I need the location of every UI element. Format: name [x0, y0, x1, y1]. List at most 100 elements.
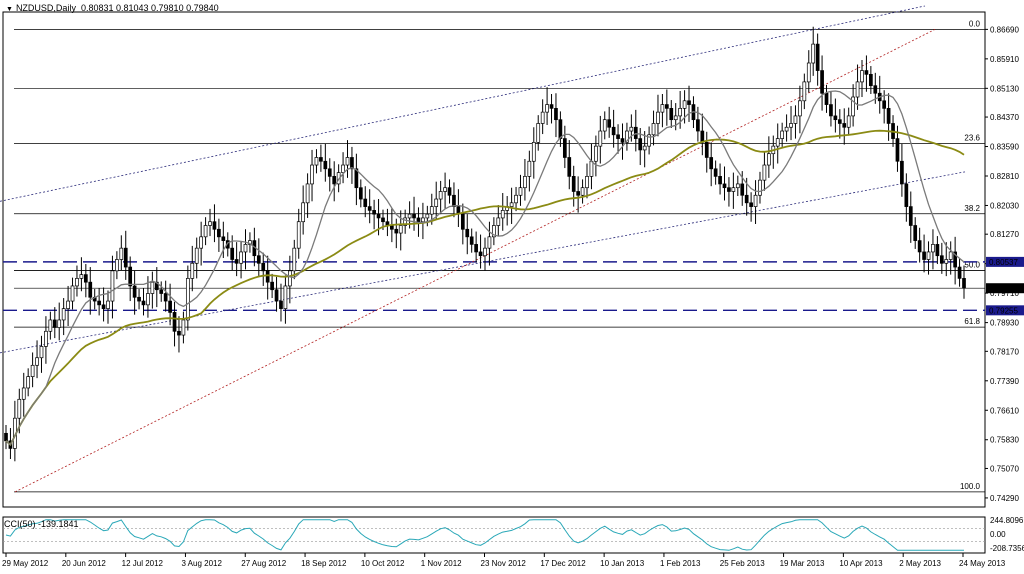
- candle-body: [97, 300, 101, 306]
- candle-body: [4, 432, 8, 442]
- candle-body: [833, 115, 838, 121]
- candle-body: [137, 296, 141, 302]
- fast-moving-average-line: [5, 90, 965, 446]
- candle-body: [314, 157, 319, 166]
- candle-body: [638, 138, 643, 151]
- candle-body: [642, 145, 647, 151]
- candle-body: [460, 213, 465, 230]
- date-tick-label: 24 May 2013: [959, 559, 1006, 568]
- candle-body: [123, 247, 128, 268]
- candle-body: [265, 270, 270, 283]
- candle-body: [350, 157, 354, 170]
- candle-body: [163, 293, 168, 302]
- candle-body: [509, 202, 514, 207]
- candle-body: [21, 387, 26, 400]
- candle-body: [620, 138, 625, 143]
- candle-body: [602, 119, 607, 132]
- collapse-arrow-icon[interactable]: ▼: [6, 6, 13, 13]
- candle-body: [545, 104, 549, 113]
- candle-body: [660, 104, 665, 113]
- price-tag-label: 0.79840: [989, 284, 1018, 293]
- candle-body: [935, 244, 940, 257]
- candle-body: [664, 104, 669, 109]
- candle-body: [44, 330, 48, 347]
- trend-channel-line-0: [0, 5, 926, 202]
- candle-body: [607, 119, 612, 128]
- candle-body: [75, 278, 79, 287]
- candle-body: [598, 130, 603, 147]
- date-tick-label: 27 Aug 2012: [241, 559, 286, 568]
- slow-moving-average-line: [5, 129, 965, 447]
- candle-body: [775, 138, 780, 147]
- candle-body: [438, 191, 443, 200]
- candle-body: [806, 62, 811, 83]
- candle-body: [531, 142, 536, 162]
- price-tick-label: 0.84370: [990, 113, 1019, 122]
- candle-body: [895, 138, 900, 162]
- date-tick-label: 10 Apr 2013: [839, 559, 883, 568]
- candle-body: [842, 123, 847, 128]
- candle-body: [740, 183, 745, 196]
- price-tick-label: 0.82810: [990, 172, 1019, 181]
- candle-body: [128, 266, 133, 287]
- price-tick-label: 0.85910: [990, 55, 1019, 64]
- candle-body: [465, 228, 470, 238]
- candle-body: [585, 176, 589, 189]
- price-tag-label: 0.80537: [989, 258, 1018, 267]
- candle-body: [429, 206, 434, 215]
- candle-body: [589, 160, 594, 177]
- fib-label-50.0: 50.0: [964, 260, 980, 269]
- price-tag-box: [986, 283, 1024, 294]
- date-tick-label: 25 Feb 2013: [720, 559, 765, 568]
- candle-body: [243, 244, 248, 253]
- candle-body: [115, 259, 119, 272]
- candle-body: [390, 225, 394, 230]
- fib-label-0.0: 0.0: [969, 19, 981, 28]
- price-tick-label: 0.82030: [990, 201, 1019, 210]
- candle-body: [922, 251, 926, 260]
- candle-body: [953, 251, 957, 268]
- candle-body: [83, 274, 88, 283]
- price-tick-label: 0.76610: [990, 406, 1019, 415]
- candle-body: [221, 236, 226, 241]
- candle-body: [673, 115, 678, 121]
- candle-body: [168, 300, 172, 313]
- candle-body: [558, 119, 563, 139]
- candle-body: [860, 70, 864, 83]
- price-tick-label: 0.75830: [990, 436, 1019, 445]
- candle-body: [208, 221, 212, 226]
- candle-body: [869, 73, 873, 87]
- date-tick-label: 10 Oct 2012: [361, 559, 405, 568]
- candle-body: [678, 108, 682, 117]
- candle-body: [159, 289, 164, 294]
- candle-body: [540, 111, 545, 124]
- candle-body: [882, 100, 887, 109]
- candle-body: [177, 330, 181, 336]
- price-tick-label: 0.79710: [990, 289, 1019, 298]
- candle-body: [443, 187, 447, 192]
- cci-line: [5, 519, 964, 551]
- candle-body: [35, 357, 39, 366]
- candle-body: [185, 278, 190, 321]
- candle-body: [376, 213, 381, 219]
- date-tick-label: 23 Nov 2012: [481, 559, 527, 568]
- candle-body: [474, 244, 478, 253]
- candle-body: [518, 187, 523, 196]
- candle-body: [132, 285, 137, 298]
- candle-body: [820, 70, 824, 94]
- symbol-label: NZDUSD,Daily: [15, 3, 76, 13]
- candle-body: [310, 164, 314, 185]
- candle-body: [744, 194, 749, 204]
- candle-body: [696, 119, 700, 132]
- candle-body: [88, 281, 93, 298]
- candle-body: [106, 300, 110, 309]
- candle-body: [190, 262, 195, 279]
- candle-body: [483, 247, 487, 257]
- candle-body: [367, 206, 372, 211]
- candle-body: [434, 198, 439, 207]
- candle-body: [500, 210, 505, 219]
- candle-body: [944, 259, 949, 264]
- candle-body: [514, 194, 518, 204]
- candle-body: [101, 304, 106, 309]
- candle-body: [527, 160, 532, 177]
